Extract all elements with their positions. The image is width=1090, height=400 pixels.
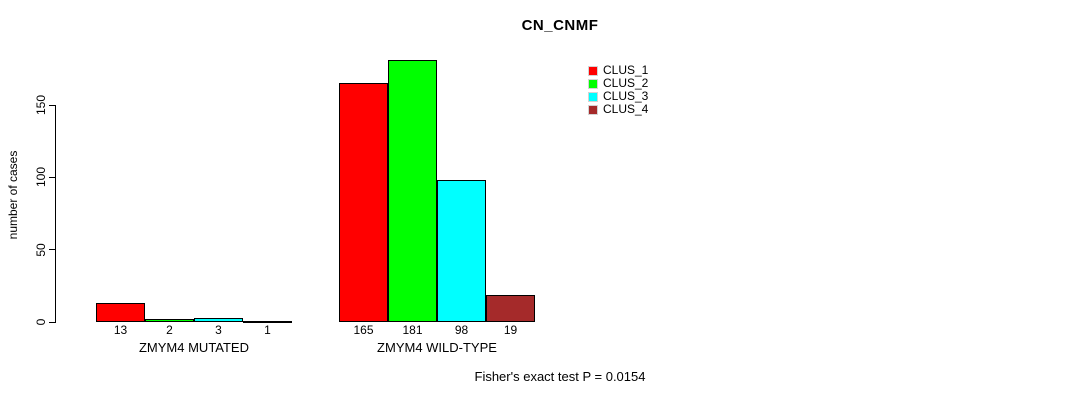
- legend-swatch: [588, 91, 598, 102]
- y-tick-mark: [49, 321, 56, 323]
- legend: CLUS_1 CLUS_2 CLUS_3 CLUS_4: [588, 64, 648, 116]
- bar-value-label: 2: [166, 323, 173, 337]
- y-tick-label: 0: [34, 318, 48, 326]
- category-label: ZMYM4 WILD-TYPE: [377, 340, 497, 355]
- bar: [339, 83, 388, 322]
- y-tick-mark: [49, 104, 56, 106]
- bar-value-label: 1: [264, 323, 271, 337]
- bar: [388, 60, 437, 322]
- legend-label: CLUS_2: [603, 76, 649, 90]
- legend-label: CLUS_4: [603, 102, 649, 116]
- bar-value-label: 165: [353, 323, 374, 337]
- legend-swatch: [588, 65, 598, 76]
- category-label: ZMYM4 MUTATED: [138, 340, 249, 355]
- bar-value-label: 19: [503, 323, 518, 337]
- bar: [437, 180, 486, 322]
- legend-row: CLUS_1: [588, 64, 648, 77]
- legend-swatch: [588, 104, 598, 115]
- bar: [145, 319, 194, 322]
- legend-label: CLUS_3: [603, 89, 649, 103]
- bar-value-label: 98: [454, 323, 469, 337]
- legend-row: CLUS_3: [588, 90, 648, 103]
- chart-title: CN_CNMF: [521, 17, 599, 34]
- y-axis-line: [55, 105, 56, 323]
- y-tick-label: 150: [34, 94, 48, 116]
- y-tick-mark: [49, 176, 56, 178]
- y-axis-label: number of cases: [6, 150, 20, 240]
- bar: [194, 317, 243, 322]
- y-tick-label: 100: [34, 167, 48, 188]
- y-tick-label: 50: [34, 242, 48, 257]
- bar: [486, 294, 535, 322]
- bar-value-label: 181: [402, 323, 423, 337]
- bar-value-label: 3: [215, 323, 222, 337]
- bar-value-label: 13: [113, 323, 128, 337]
- y-tick-mark: [49, 249, 56, 251]
- legend-label: CLUS_1: [603, 63, 649, 77]
- legend-row: CLUS_2: [588, 77, 648, 90]
- legend-swatch: [588, 78, 598, 89]
- annotation-text: Fisher's exact test P = 0.0154: [474, 369, 646, 384]
- bar: [243, 320, 292, 323]
- legend-row: CLUS_4: [588, 103, 648, 116]
- bar: [96, 303, 145, 322]
